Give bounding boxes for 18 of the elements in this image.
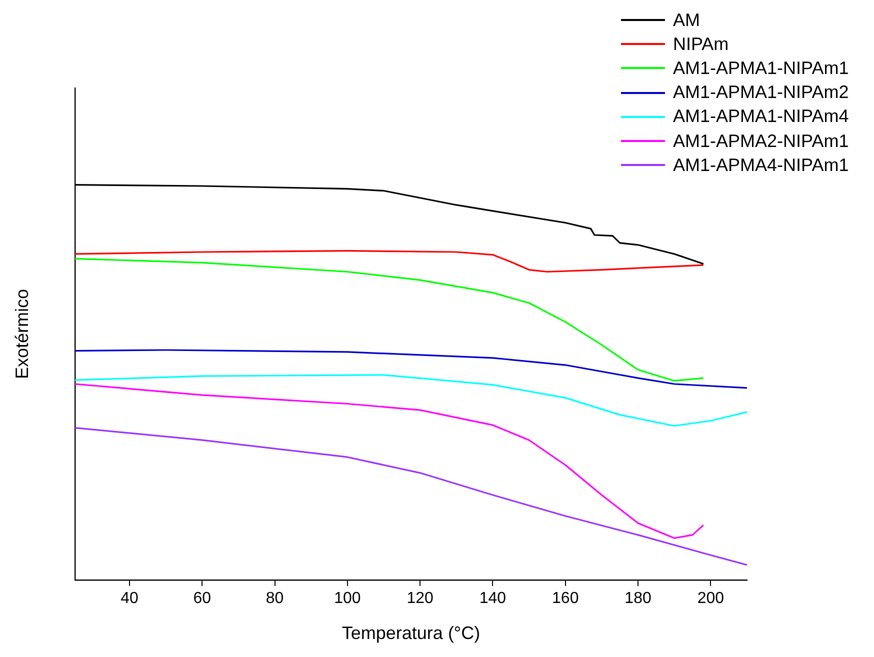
x-tick-label: 140 bbox=[479, 590, 506, 608]
legend-label: AM1-APMA2-NIPAm1 bbox=[673, 130, 849, 152]
x-tick-label: 160 bbox=[552, 590, 579, 608]
legend-label: NIPAm bbox=[673, 34, 729, 55]
x-tick-label: 180 bbox=[624, 590, 652, 608]
legend-label: AM1-APMA1-NIPAm2 bbox=[673, 82, 849, 104]
x-tick-label: 80 bbox=[266, 590, 284, 608]
y-axis-title: Exotérmico bbox=[12, 288, 32, 380]
x-tick-label: 100 bbox=[334, 590, 361, 608]
x-tick-label: 200 bbox=[697, 590, 724, 608]
x-tick-label: 40 bbox=[120, 590, 138, 608]
legend-label: AM1-APMA4-NIPAm1 bbox=[673, 154, 849, 176]
legend-label: AM1-APMA1-NIPAm1 bbox=[673, 58, 849, 79]
x-tick-label: 60 bbox=[193, 590, 212, 608]
x-axis-title: Temperatura (°C) bbox=[342, 623, 480, 644]
legend-label: AM1-APMA1-NIPAm4 bbox=[673, 106, 849, 128]
x-tick-label: 120 bbox=[406, 590, 434, 608]
legend-label: AM bbox=[673, 10, 700, 31]
